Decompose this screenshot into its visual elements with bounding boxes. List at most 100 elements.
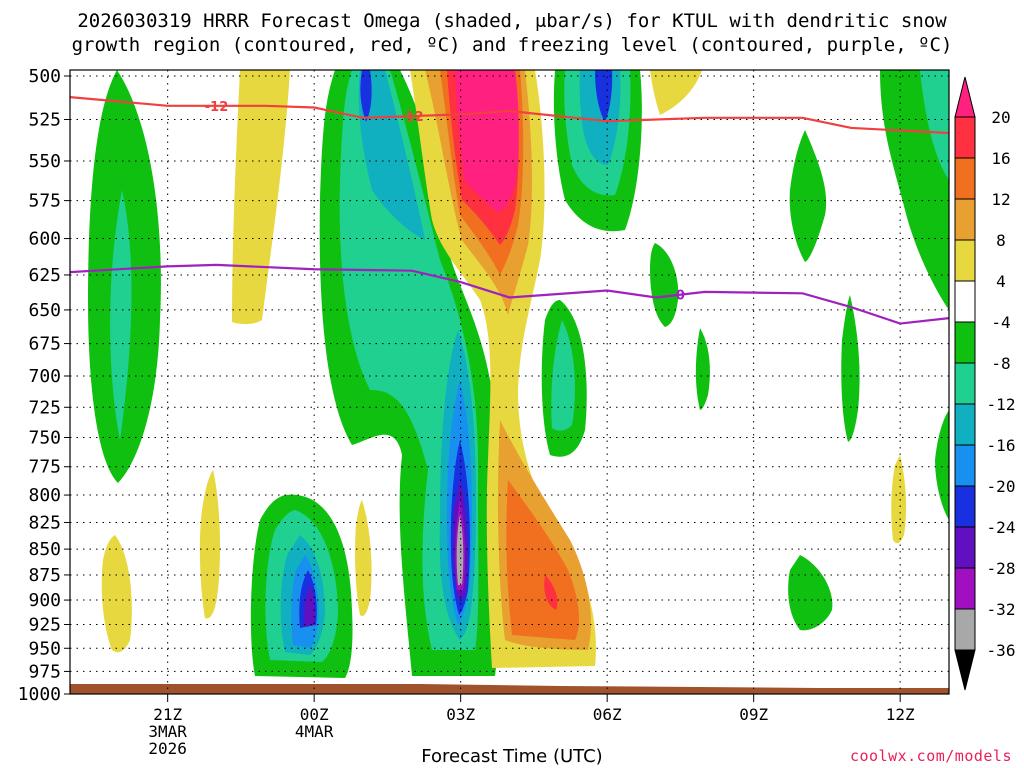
x-tick-label: 12Z [886,705,915,724]
colorbar-level-label: -20 [987,477,1016,496]
y-tick-label: 500 [28,66,61,87]
y-tick-label: 825 [28,512,61,533]
colorbar-swatch [954,444,976,487]
omega-region-yellow-plume1 [232,70,290,325]
chart-title-line1: 2026030319 HRRR Forecast Omega (shaded, … [77,10,947,32]
colorbar-top-arrow [954,76,976,118]
omega-region-cyan-center [358,70,425,240]
y-tick-label: 975 [28,661,61,682]
colorbar-level-label: -28 [987,559,1016,578]
colorbar-level-label: -12 [987,395,1016,414]
omega-region-orange-lower [506,480,580,640]
omega-region-green-right6 [841,295,860,442]
y-tick-label: 725 [28,397,61,418]
omega-region-yellow-blob1 [101,535,132,653]
colorbar-level-label: 8 [996,231,1006,250]
omega-region-green-right4 [695,328,710,410]
colorbar-level-label: 12 [991,190,1010,209]
colorbar-level-label: -36 [987,641,1016,660]
x-tick-label: 00Z [300,705,329,724]
contour-label: -12 [400,110,424,125]
colorbar-swatch [954,362,976,405]
omega-region-yellow-blob4 [891,455,907,544]
omega-region-violet-lowleft [304,585,315,627]
x-tick-year: 2026 [148,739,187,758]
y-tick-label: 900 [28,590,61,611]
omega-region-magenta-upper [455,70,519,212]
colorbar-swatch [954,608,976,651]
omega-region-blue-upper [360,70,372,122]
y-tick-label: 750 [28,428,61,449]
omega-region-teal-right2 [551,320,575,431]
y-tick-label: 525 [28,110,61,131]
x-tick-label: 06Z [593,705,622,724]
colorbar-swatch [954,157,976,200]
colorbar-level-label: -16 [987,436,1016,455]
colorbar-swatch [954,239,976,282]
y-tick-label: 550 [28,151,61,172]
colorbar-level-label: -24 [987,518,1016,537]
omega-region-green-right5 [789,130,827,262]
omega-region-yellow-blob3 [355,500,372,617]
omega-region-yellow-blob2 [199,470,221,619]
y-axis: 500 525 550 575 600 625 650 675 700 725 750 775 800 8… [18,66,70,705]
colorbar-swatch [954,116,976,159]
x-tick-date: 4MAR [295,722,334,741]
credit-link[interactable]: coolwx.com/models [849,747,1012,765]
colorbar-level-label: -8 [991,354,1010,373]
omega-region-teal-left [110,190,132,440]
contour-label: 0 [676,289,685,304]
colorbar-swatch [954,198,976,241]
omega-region-red-lower [544,575,558,610]
y-tick-label: 850 [28,539,61,560]
grid [70,70,949,695]
colorbar-swatch [954,321,976,364]
colorbar-level-label: 16 [991,149,1010,168]
plot-frame [69,69,950,695]
omega-region-blue-right1 [595,70,613,122]
y-tick-label: 800 [28,485,61,506]
ground-surface [70,684,949,694]
x-tick-label: 21Z [153,705,182,724]
colorbar-bottom-arrow [954,649,976,691]
omega-region-green-right7 [788,555,833,631]
contour-lines: -12 -12 0 [69,96,950,325]
y-tick-label: 700 [28,366,61,387]
y-tick-label: 675 [28,334,61,355]
y-tick-label: 775 [28,457,61,478]
omega-region-yellow-upper [410,70,596,668]
colorbar: 20 16 12 8 4 -4 -8 -12 -16 -20 -24 -28 -32 -36 [954,76,1016,691]
y-tick-label: 650 [28,300,61,321]
colorbar-level-label: -4 [991,313,1010,332]
y-tick-label: 600 [28,229,61,250]
omega-region-yellow-plume2 [650,70,702,115]
omega-shading [70,70,949,694]
contour-label: -12 [205,100,229,115]
freezing-level-line [69,263,950,325]
y-tick-label: 950 [28,638,61,659]
omega-region-green-right3 [650,243,679,327]
y-tick-label: 575 [28,191,61,212]
omega-region-teal-farright [920,70,949,180]
colorbar-swatch [954,485,976,528]
colorbar-swatch [954,280,976,323]
y-tick-label: 925 [28,614,61,635]
colorbar-level-label: 4 [996,272,1006,291]
x-tick-label: 03Z [446,705,475,724]
x-tick-date: 3MAR [148,722,187,741]
colorbar-swatch [954,567,976,610]
y-tick-label: 625 [28,265,61,286]
omega-region-green-edge [935,410,949,520]
colorbar-level-label: -32 [987,600,1016,619]
y-tick-label: 875 [28,565,61,586]
dendritic-contour-line [69,96,950,135]
colorbar-swatch [954,526,976,569]
chart-title-line2: growth region (contoured, red, ºC) and f… [71,34,953,56]
colorbar-swatch [954,403,976,446]
x-axis-title: Forecast Time (UTC) [421,746,603,767]
omega-region-gray-core [456,515,464,585]
y-tick-label: 1000 [18,684,61,705]
colorbar-level-label: 20 [991,108,1010,127]
